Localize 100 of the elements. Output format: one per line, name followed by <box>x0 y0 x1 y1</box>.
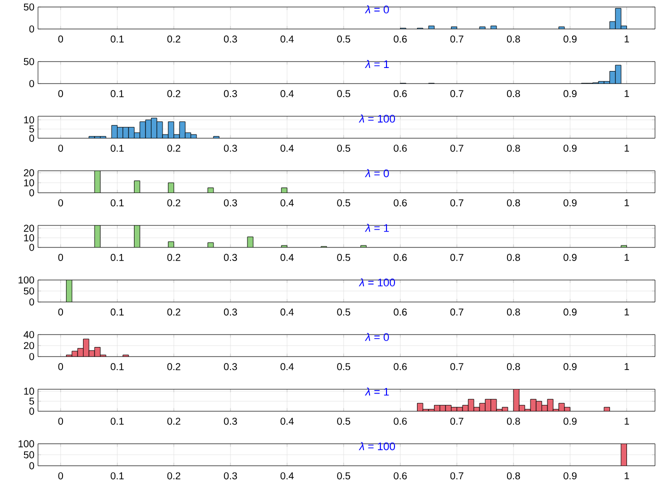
x-tick-label: 0.5 <box>337 472 350 480</box>
x-tick-label: 0.2 <box>167 254 180 261</box>
chart-title: λ = 0 <box>364 5 389 14</box>
x-tick-label: 0.2 <box>167 199 180 206</box>
chart-title: λ = 0 <box>364 332 389 342</box>
x-tick-label: 0.6 <box>394 308 407 316</box>
x-tick-label: 0.7 <box>450 36 464 43</box>
x-tick-label: 0.3 <box>224 199 237 206</box>
x-tick-label: 0.6 <box>394 472 407 480</box>
x-tick-label: 0.4 <box>280 363 294 370</box>
x-tick-label: 1 <box>624 144 629 152</box>
x-tick-label: 0.3 <box>224 36 237 43</box>
x-tick-label: 0.9 <box>564 472 577 480</box>
chart-title: λ = 1 <box>364 388 389 396</box>
x-tick-label: 0.3 <box>224 363 237 370</box>
x-tick-label: 0.4 <box>280 36 294 43</box>
x-tick-label: 0.1 <box>110 254 124 261</box>
y-tick-label: 0 <box>29 462 34 470</box>
x-tick-label: 0.7 <box>450 199 464 206</box>
y-tick-label: 10 <box>24 179 34 186</box>
x-tick-label: 0.5 <box>337 144 350 152</box>
x-tick-label: 0.2 <box>167 363 180 370</box>
x-tick-label: 0.7 <box>450 472 464 480</box>
y-tick-label: 20 <box>24 342 34 350</box>
x-tick-label: 0.7 <box>450 418 464 425</box>
x-tick-label: 0.8 <box>506 363 520 370</box>
chart-title: λ = 1 <box>364 60 389 68</box>
x-tick-label: 0.2 <box>167 36 180 43</box>
y-tick-label: 10 <box>24 116 34 124</box>
x-tick-label: 0.7 <box>450 254 464 261</box>
y-tick-label: 10 <box>24 234 34 242</box>
x-tick-label: 0.6 <box>394 36 407 43</box>
x-tick-label: 0.6 <box>394 363 407 370</box>
x-tick-label: 0 <box>58 363 64 370</box>
y-tick-label: 100 <box>18 276 34 284</box>
x-tick-label: 0.1 <box>110 418 124 425</box>
x-tick-label: 0.3 <box>224 472 237 480</box>
x-tick-label: 0.7 <box>450 308 464 316</box>
chart-title: λ = 100 <box>358 114 395 123</box>
x-tick-label: 0.8 <box>506 254 520 261</box>
y-tick-label: 0 <box>29 134 34 142</box>
x-tick-label: 0.8 <box>506 36 520 43</box>
y-tick-label: 50 <box>24 3 34 11</box>
x-tick-label: 1 <box>624 472 629 480</box>
x-tick-label: 0.2 <box>167 472 180 480</box>
x-tick-label: 0.3 <box>224 144 237 152</box>
x-tick-label: 0.3 <box>224 308 237 316</box>
x-tick-label: 0.7 <box>450 144 464 152</box>
x-tick-label: 0.4 <box>280 90 294 98</box>
x-tick-label: 0.7 <box>450 363 464 370</box>
x-tick-label: 1 <box>624 90 629 97</box>
x-tick-label: 0.1 <box>110 144 124 152</box>
x-tick-label: 0.9 <box>564 90 577 98</box>
x-tick-label: 0 <box>58 199 64 206</box>
y-tick-label: 0 <box>29 353 34 360</box>
x-tick-label: 0.1 <box>110 36 124 43</box>
x-tick-label: 0.1 <box>110 199 124 206</box>
x-tick-label: 0.3 <box>224 418 237 425</box>
x-tick-label: 0.1 <box>110 472 124 480</box>
x-tick-label: 0.4 <box>280 418 294 425</box>
x-tick-label: 0.6 <box>394 90 407 98</box>
y-tick-label: 20 <box>24 169 34 176</box>
x-tick-label: 1 <box>624 418 629 425</box>
x-tick-label: 0.6 <box>394 418 407 425</box>
x-tick-label: 0.4 <box>280 144 294 152</box>
x-tick-label: 0.7 <box>450 90 464 98</box>
y-tick-label: 0 <box>29 244 34 251</box>
x-tick-label: 0.9 <box>564 363 577 370</box>
x-tick-label: 0.8 <box>506 418 520 425</box>
x-tick-label: 0.1 <box>110 363 124 370</box>
x-tick-label: 0.9 <box>564 36 577 43</box>
x-tick-label: 0.5 <box>337 36 350 43</box>
chart-title: λ = 100 <box>358 442 395 450</box>
x-tick-label: 0.3 <box>224 254 237 261</box>
x-tick-label: 0.9 <box>564 254 577 261</box>
x-tick-label: 0 <box>58 90 64 98</box>
x-tick-label: 0.5 <box>337 308 350 316</box>
x-tick-label: 0.1 <box>110 90 124 98</box>
x-tick-label: 0.5 <box>337 418 350 425</box>
x-tick-label: 0.4 <box>280 199 294 206</box>
y-tick-label: 5 <box>29 126 34 132</box>
x-tick-label: 0.8 <box>506 144 520 152</box>
x-tick-label: 0.9 <box>564 144 577 152</box>
x-tick-label: 1 <box>624 199 629 206</box>
y-tick-label: 0 <box>29 80 34 88</box>
x-tick-label: 0.5 <box>337 90 350 98</box>
x-tick-label: 0.2 <box>167 90 180 98</box>
x-tick-label: 1 <box>624 254 629 261</box>
x-tick-label: 0.8 <box>506 90 520 98</box>
x-tick-label: 1 <box>624 363 629 370</box>
y-tick-label: 5 <box>29 398 34 405</box>
x-tick-label: 0.4 <box>280 472 294 480</box>
y-tick-label: 0 <box>29 189 34 196</box>
x-tick-label: 0.5 <box>337 254 350 261</box>
y-tick-label: 50 <box>24 451 34 458</box>
chart-title: λ = 100 <box>358 278 395 286</box>
chart-title: λ = 0 <box>364 169 389 178</box>
x-tick-label: 0.9 <box>564 418 577 425</box>
x-tick-label: 0.8 <box>506 308 520 316</box>
x-tick-label: 0.6 <box>394 144 407 152</box>
